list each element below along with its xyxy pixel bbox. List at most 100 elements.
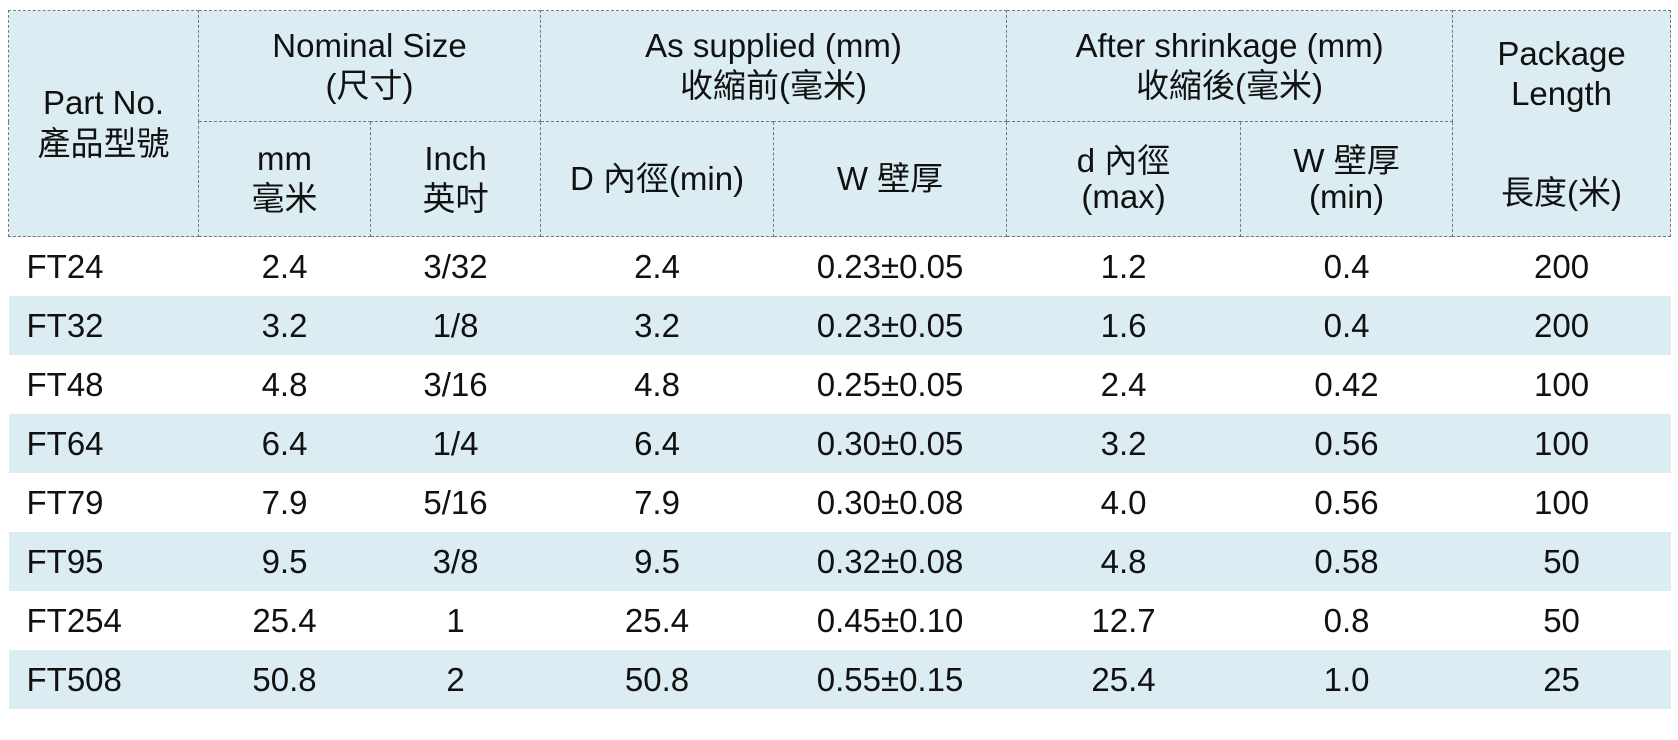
cell-d-supplied: 6.4	[540, 414, 774, 473]
cell-mm: 50.8	[198, 650, 371, 709]
cell-w-supplied: 0.23±0.05	[816, 247, 964, 285]
cell-mm: 25.4	[252, 601, 317, 639]
cell-inch: 1	[446, 601, 465, 639]
spec-table: Part No. 產品型號 Nominal Size (尺寸) As suppl…	[8, 10, 1672, 709]
header-part-no-en: Part No.	[42, 84, 165, 122]
cell-length: 100	[1452, 414, 1671, 473]
cell-length: 50	[1452, 532, 1671, 591]
header-as-supplied-en: As supplied (mm)	[645, 26, 902, 64]
cell-w-after: 0.42	[1314, 365, 1379, 403]
header-inner-diameter-max-line2: (max)	[1081, 178, 1166, 215]
cell-inch: 5/16	[423, 483, 488, 521]
cell-mm: 4.8	[261, 365, 308, 403]
table-body: FT24 2.4 3/32 2.4 0.23±0.05 1.2 0.4 200 …	[8, 237, 1671, 709]
cell-w-supplied: 0.32±0.08	[773, 532, 1007, 591]
header-inner-diameter-max-line1: d 內徑	[1076, 141, 1171, 179]
cell-w-after: 0.4	[1323, 247, 1370, 285]
cell-d-after: 1.6	[1006, 296, 1241, 355]
cell-inch: 1/8	[370, 296, 541, 355]
header-wall-min-line1: W 壁厚	[1293, 141, 1400, 179]
cell-d-after: 4.8	[1006, 532, 1241, 591]
cell-mm: 2.4	[261, 247, 308, 285]
cell-length: 25	[1452, 650, 1671, 709]
cell-w-supplied: 0.30±0.08	[816, 483, 964, 521]
header-package-length-zh: 長度(米)	[1501, 173, 1623, 211]
cell-inch: 2	[370, 650, 541, 709]
header-mm: mm 毫米	[198, 121, 371, 237]
cell-d-supplied: 4.8	[634, 365, 680, 403]
table-header: Part No. 產品型號 Nominal Size (尺寸) As suppl…	[8, 10, 1672, 237]
cell-inch: 3/16	[423, 365, 488, 403]
table-row: FT64 6.4 1/4 6.4 0.30±0.05 3.2 0.56 100	[8, 414, 1671, 473]
header-as-supplied: As supplied (mm) 收縮前(毫米)	[540, 10, 1008, 122]
header-package-length-line2: Length	[1511, 75, 1613, 113]
cell-d-after: 2.4	[1100, 365, 1147, 403]
cell-mm: 6.4	[198, 414, 371, 473]
header-inch-zh: 英吋	[422, 180, 489, 217]
cell-d-supplied: 9.5	[540, 532, 774, 591]
header-part-no: Part No. 產品型號	[8, 10, 199, 237]
cell-inch: 3/8	[370, 532, 541, 591]
cell-part-no: FT64	[8, 414, 199, 473]
header-wall-min-line2: (min)	[1308, 178, 1385, 215]
header-nominal-size-zh: (尺寸)	[325, 67, 414, 104]
cell-mm: 7.9	[261, 483, 308, 521]
table-row: FT254 25.4 1 25.4 0.45±0.10 12.7 0.8 50	[9, 591, 1671, 650]
table-row: FT79 7.9 5/16 7.9 0.30±0.08 4.0 0.56 100	[9, 473, 1671, 532]
cell-w-after: 0.56	[1240, 414, 1453, 473]
cell-mm: 3.2	[198, 296, 371, 355]
table-row: FT95 9.5 3/8 9.5 0.32±0.08 4.8 0.58 50	[8, 532, 1671, 591]
header-part-no-zh: 產品型號	[37, 124, 170, 162]
cell-mm: 9.5	[198, 532, 371, 591]
cell-part-no: FT508	[8, 650, 199, 709]
header-after-shrinkage-en: After shrinkage (mm)	[1075, 26, 1384, 64]
header-after-shrinkage: After shrinkage (mm) 收縮後(毫米)	[1006, 10, 1454, 122]
cell-length: 200	[1534, 247, 1590, 285]
cell-w-after: 0.56	[1314, 483, 1379, 521]
header-inch: Inch 英吋	[369, 121, 542, 237]
cell-d-after: 25.4	[1006, 650, 1241, 709]
table-row: FT24 2.4 3/32 2.4 0.23±0.05 1.2 0.4 200	[9, 237, 1671, 297]
header-wall-thickness: W 壁厚	[773, 121, 1008, 237]
header-nominal-size: Nominal Size (尺寸)	[197, 10, 542, 122]
header-package-length: Package Length 長度(米)	[1452, 10, 1672, 237]
cell-part-no: FT48	[26, 365, 104, 403]
table-row: FT508 50.8 2 50.8 0.55±0.15 25.4 1.0 25	[8, 650, 1671, 709]
cell-length: 100	[1534, 483, 1590, 521]
cell-inch: 1/4	[370, 414, 541, 473]
cell-part-no: FT254	[26, 601, 122, 639]
header-as-supplied-zh: 收縮前(毫米)	[680, 67, 868, 104]
table-row: FT48 4.8 3/16 4.8 0.25±0.05 2.4 0.42 100	[9, 355, 1671, 414]
header-nominal-size-en: Nominal Size	[272, 26, 467, 64]
cell-d-supplied: 7.9	[634, 483, 680, 521]
cell-d-after: 12.7	[1091, 601, 1156, 639]
cell-w-supplied: 0.25±0.05	[816, 365, 964, 403]
cell-part-no: FT95	[8, 532, 199, 591]
cell-length: 200	[1452, 296, 1671, 355]
cell-length: 100	[1534, 365, 1590, 403]
cell-w-after: 1.0	[1240, 650, 1453, 709]
cell-w-after: 0.8	[1323, 601, 1370, 639]
header-mm-zh: 毫米	[251, 180, 318, 217]
cell-d-after: 1.2	[1100, 247, 1147, 285]
cell-w-after: 0.58	[1240, 532, 1453, 591]
cell-w-supplied: 0.55±0.15	[773, 650, 1007, 709]
header-after-shrinkage-zh: 收縮後(毫米)	[1136, 67, 1324, 104]
header-mm-en: mm	[257, 139, 312, 177]
header-wall-min: W 壁厚 (min)	[1240, 121, 1454, 237]
cell-w-supplied: 0.23±0.05	[773, 296, 1007, 355]
cell-d-supplied: 50.8	[540, 650, 774, 709]
header-inner-diameter-max: d 內徑 (max)	[1006, 121, 1242, 237]
cell-w-after: 0.4	[1240, 296, 1453, 355]
cell-w-supplied: 0.45±0.10	[816, 601, 964, 639]
cell-d-after: 4.0	[1100, 483, 1147, 521]
cell-part-no: FT32	[8, 296, 199, 355]
cell-w-supplied: 0.30±0.05	[773, 414, 1007, 473]
header-package-length-line1: Package	[1497, 35, 1626, 73]
cell-part-no: FT79	[26, 483, 104, 521]
cell-d-supplied: 2.4	[634, 247, 680, 285]
cell-length: 50	[1543, 601, 1580, 639]
cell-d-supplied: 3.2	[540, 296, 774, 355]
cell-part-no: FT24	[26, 247, 104, 285]
cell-inch: 3/32	[423, 247, 488, 285]
